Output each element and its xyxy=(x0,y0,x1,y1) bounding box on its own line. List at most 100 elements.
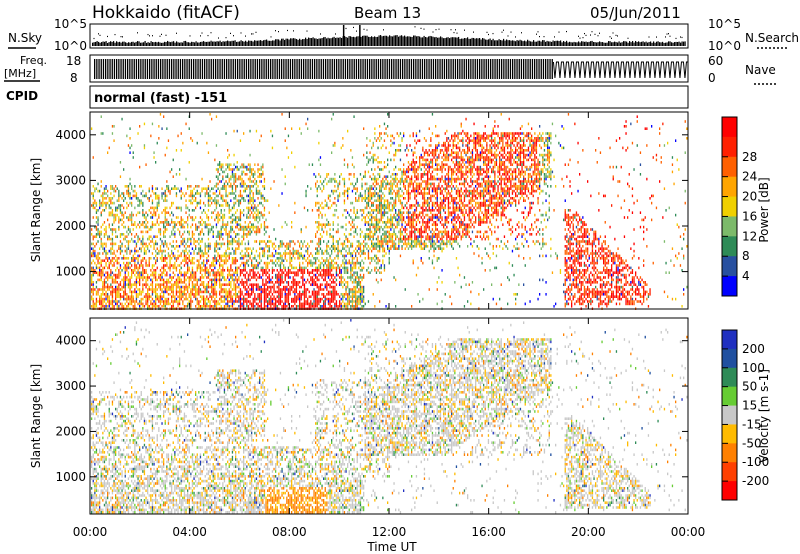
power-cell xyxy=(104,197,105,200)
power-cell xyxy=(203,269,204,272)
power-cell xyxy=(152,303,153,306)
power-cell xyxy=(91,283,92,286)
power-cell xyxy=(163,300,164,303)
power-cell xyxy=(93,216,94,219)
power-cell xyxy=(94,235,95,238)
power-cell xyxy=(177,245,178,248)
power-cell xyxy=(217,247,218,250)
power-cell xyxy=(152,283,153,286)
power-cell xyxy=(227,183,228,186)
power-cell xyxy=(126,293,127,296)
power-cell xyxy=(142,221,143,224)
power-cell xyxy=(230,269,231,272)
power-cell xyxy=(206,267,207,270)
power-cell xyxy=(157,243,158,246)
power-cell xyxy=(149,295,150,298)
power-cell xyxy=(216,276,217,279)
power-cell xyxy=(107,195,108,198)
power-cell xyxy=(200,300,201,303)
power-cell xyxy=(173,226,174,229)
power-cell xyxy=(209,267,210,270)
power-cell xyxy=(96,202,97,205)
power-cell xyxy=(126,250,127,253)
power-cell xyxy=(213,259,214,262)
power-cell xyxy=(245,243,246,246)
power-cell xyxy=(246,195,247,198)
power-cell xyxy=(190,252,191,255)
power-cell xyxy=(232,295,233,298)
power-cell xyxy=(176,281,177,284)
power-cell xyxy=(152,281,153,284)
power-cell xyxy=(94,252,95,255)
power-cell xyxy=(152,264,153,267)
power-cell xyxy=(101,214,102,217)
power-cell xyxy=(238,283,239,286)
power-cell xyxy=(240,192,241,195)
power-cell xyxy=(158,276,159,279)
power-cell xyxy=(192,283,193,286)
power-cell xyxy=(149,243,150,246)
power-cell xyxy=(128,283,129,286)
power-cell xyxy=(126,185,127,188)
power-cell xyxy=(206,223,207,226)
power-cell xyxy=(233,279,234,282)
power-cell xyxy=(115,190,116,193)
power-cell xyxy=(131,276,132,279)
power-cell xyxy=(185,255,186,258)
power-cell xyxy=(201,238,202,241)
power-cell xyxy=(113,187,114,190)
power-cell xyxy=(157,247,158,250)
power-cell xyxy=(249,202,250,205)
power-cell xyxy=(179,279,180,282)
power-cell xyxy=(102,252,103,255)
power-cell xyxy=(238,240,239,243)
power-cell xyxy=(139,281,140,284)
power-cell xyxy=(184,238,185,241)
power-cell xyxy=(200,247,201,250)
power-cell xyxy=(243,295,244,298)
power-cell xyxy=(221,286,222,289)
power-cell xyxy=(192,192,193,195)
power-cell xyxy=(169,259,170,262)
power-cell xyxy=(237,279,238,282)
power-cell xyxy=(237,221,238,224)
freq-left-tick-top: 18 xyxy=(66,54,81,68)
power-cell xyxy=(233,240,234,243)
power-cell xyxy=(125,185,126,188)
power-cell xyxy=(123,257,124,260)
power-cell xyxy=(246,216,247,219)
power-cell xyxy=(221,245,222,248)
power-cell xyxy=(176,298,177,301)
power-cell xyxy=(237,216,238,219)
power-cell xyxy=(165,243,166,246)
power-cell xyxy=(105,202,106,205)
power-cell xyxy=(150,245,151,248)
power-cell xyxy=(91,274,92,277)
power-cell xyxy=(131,271,132,274)
power-cell xyxy=(144,147,145,150)
power-cell xyxy=(213,257,214,260)
power-cell xyxy=(109,276,110,279)
power-cell xyxy=(163,286,164,289)
power-cell xyxy=(128,219,129,222)
power-cell xyxy=(155,197,156,200)
power-cell xyxy=(131,257,132,260)
power-cell xyxy=(131,223,132,226)
power-cell xyxy=(235,247,236,250)
power-cell xyxy=(245,187,246,190)
power-cell xyxy=(131,211,132,214)
power-cell xyxy=(139,291,140,294)
power-cell xyxy=(136,214,137,217)
power-cell xyxy=(181,216,182,219)
power-cell xyxy=(126,247,127,250)
power-cell xyxy=(104,283,105,286)
power-cell xyxy=(203,187,204,190)
power-cell xyxy=(203,286,204,289)
power-cell xyxy=(165,281,166,284)
power-cell xyxy=(224,300,225,303)
power-cell xyxy=(120,219,121,222)
power-cell xyxy=(115,269,116,272)
power-cell xyxy=(144,123,145,126)
power-cell xyxy=(113,243,114,246)
power-cell xyxy=(102,243,103,246)
